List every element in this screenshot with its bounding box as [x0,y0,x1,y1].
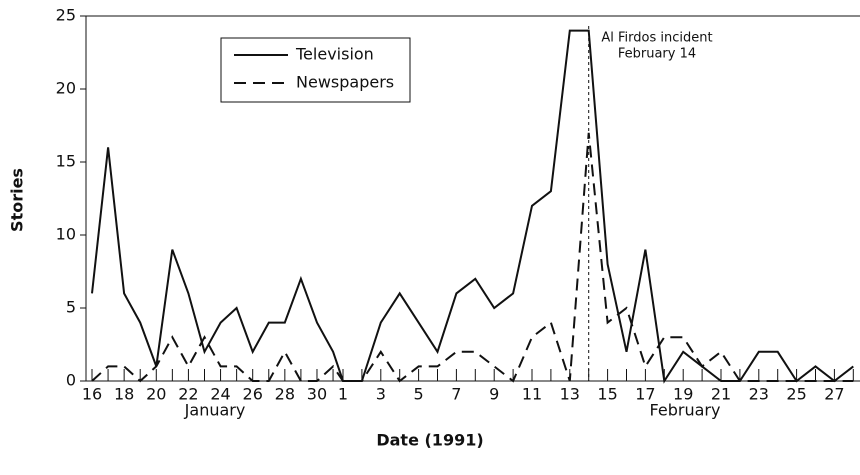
x-tick-label: 24 [210,385,230,404]
y-axis-title: Stories [8,168,27,232]
y-tick-label: 5 [66,298,76,317]
annotation-text: Al Firdos incident [601,31,712,46]
x-tick-label: 25 [786,385,806,404]
x-tick-label: 1 [338,385,348,404]
x-tick-label: 7 [451,385,461,404]
y-tick-label: 20 [56,79,76,98]
month-label: January [184,401,246,420]
legend-label: Newspapers [296,73,394,92]
legend-label: Television [295,45,374,64]
y-tick-label: 15 [56,152,76,171]
y-tick-label: 25 [56,6,76,25]
legend [220,37,411,103]
x-tick-label: 19 [673,385,693,404]
y-tick-label: 0 [66,371,76,390]
x-tick-label: 21 [711,385,731,404]
x-tick-label: 11 [522,385,542,404]
x-tick-label: 26 [243,385,263,404]
y-tick-label: 10 [56,225,76,244]
x-tick-label: 17 [635,385,655,404]
x-tick-label: 23 [749,385,769,404]
month-label: February [650,401,721,420]
x-tick-label: 18 [114,385,134,404]
x-tick-label: 22 [178,385,198,404]
annotation-text: February 14 [618,47,696,62]
x-tick-label: 30 [307,385,327,404]
x-axis-title: Date (1991) [376,431,483,450]
series-line [91,29,854,384]
x-tick-label: 9 [489,385,499,404]
x-tick-label: 20 [146,385,166,404]
x-tick-label: 28 [275,385,295,404]
x-tick-label: 27 [824,385,844,404]
x-tick-label: 5 [414,385,424,404]
series-line [91,132,854,383]
x-tick-label: 15 [597,385,617,404]
x-tick-label: 13 [560,385,580,404]
x-tick-label: 3 [376,385,386,404]
x-tick-label: 16 [82,385,102,404]
